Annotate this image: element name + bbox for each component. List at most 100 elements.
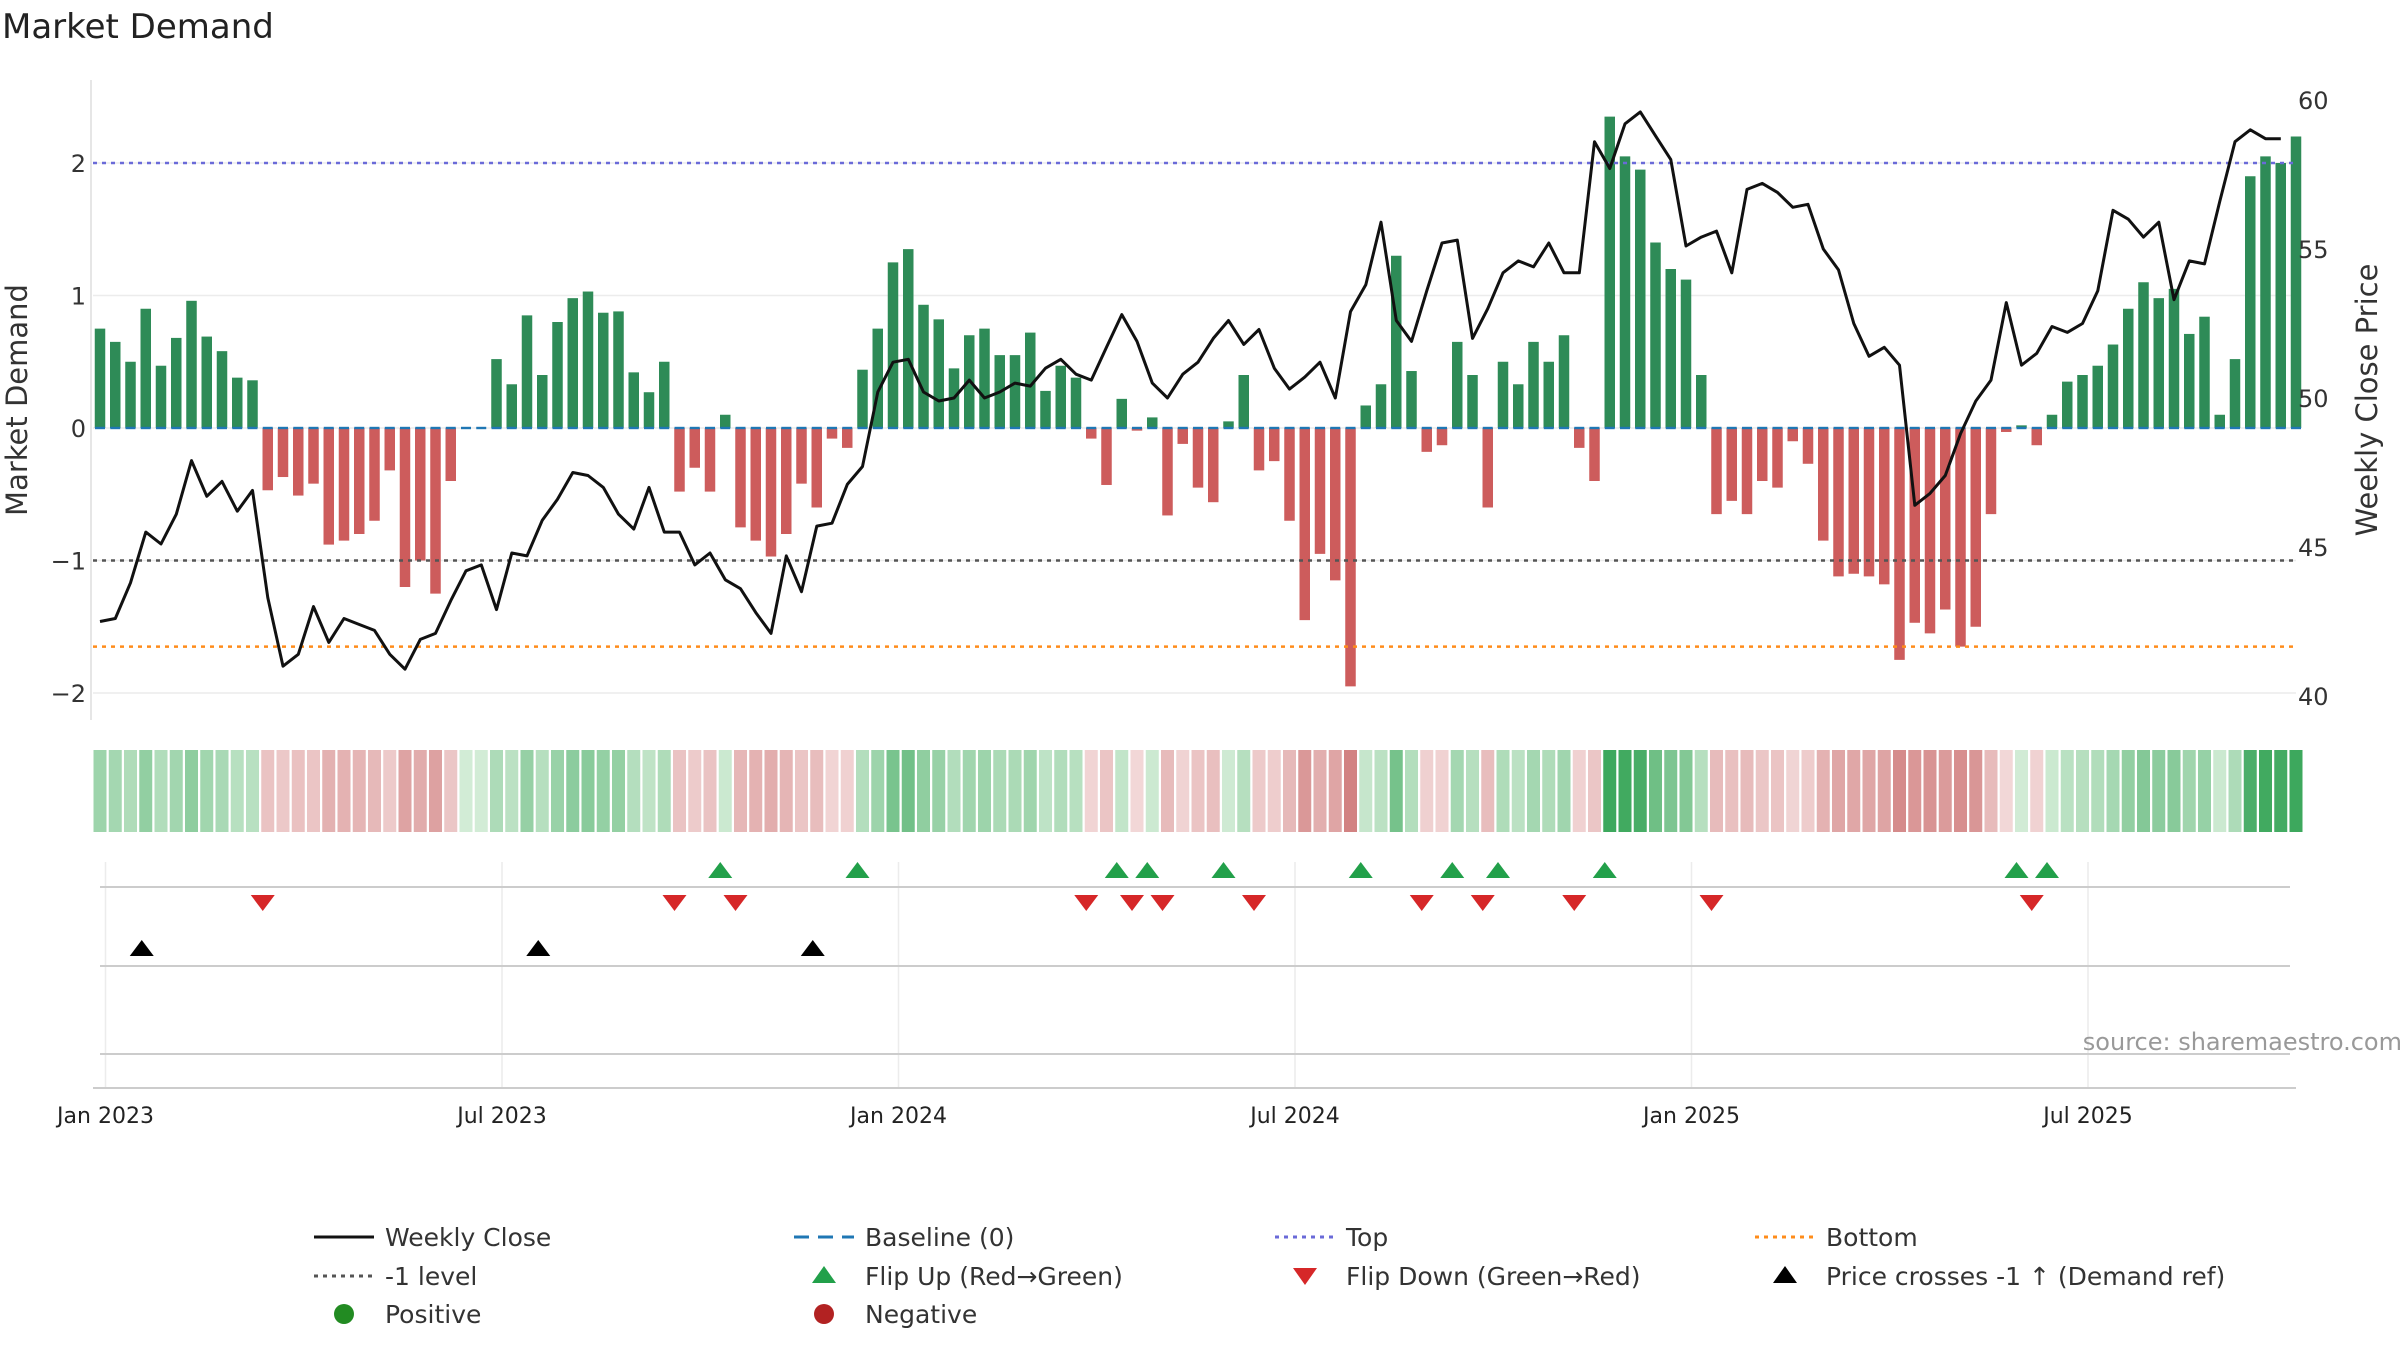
heat-cell-119 [1908, 750, 1922, 832]
y2-axis-ticks: 60 55 50 45 40 [2298, 87, 2329, 711]
demand-bar-31 [567, 298, 578, 428]
demand-bar-106 [1711, 428, 1722, 515]
demand-bar-68 [1131, 428, 1143, 431]
x-tick-5: Jul 2025 [2041, 1104, 2133, 1129]
flip-up-marker-8 [1592, 862, 1617, 878]
heat-cell-31 [566, 750, 580, 832]
y2-tick-0: 60 [2298, 87, 2329, 115]
heat-cell-135 [2152, 750, 2166, 832]
heat-cell-0 [93, 750, 107, 832]
heat-cell-91 [1481, 750, 1495, 832]
heat-cell-34 [612, 750, 625, 832]
demand-bar-144 [2290, 136, 2302, 428]
heat-cell-95 [1542, 750, 1556, 832]
heat-cell-55 [932, 750, 946, 832]
heat-cell-90 [1466, 750, 1479, 832]
heat-cell-112 [1801, 750, 1815, 832]
heat-cell-143 [2274, 750, 2288, 832]
demand-bar-62 [1040, 390, 1051, 428]
demand-bar-22 [430, 428, 441, 594]
demand-bar-32 [582, 291, 594, 428]
heat-cell-144 [2289, 750, 2303, 832]
demand-bar-80 [1314, 428, 1326, 554]
demand-bar-81 [1330, 428, 1341, 581]
heat-cell-23 [444, 750, 458, 832]
demand-bar-54 [918, 304, 929, 428]
heat-cell-12 [276, 750, 290, 832]
x-tick-1: Jul 2023 [455, 1104, 547, 1129]
weekly-close-line [99, 110, 2281, 671]
y2-tick-4: 40 [2298, 683, 2329, 711]
heat-cell-117 [1877, 750, 1891, 832]
heat-cell-59 [993, 750, 1007, 832]
demand-bar-135 [2153, 298, 2164, 428]
demand-bar-122 [1955, 428, 1966, 647]
demand-bar-40 [704, 428, 716, 492]
heat-cell-6 [185, 750, 198, 832]
demand-bar-66 [1101, 428, 1112, 485]
demand-bar-45 [781, 428, 792, 534]
demand-bar-76 [1253, 428, 1265, 471]
flip-down-marker-6 [1242, 895, 1266, 911]
flip-down-marker-8 [1470, 895, 1495, 911]
legend-minus-one: -1 level [314, 1262, 477, 1291]
demand-bar-140 [2229, 359, 2241, 428]
demand-bar-10 [247, 380, 258, 428]
demand-bar-88 [1436, 428, 1448, 446]
demand-bar-104 [1680, 279, 1692, 428]
heat-cell-124 [1984, 750, 1998, 832]
heat-cell-10 [246, 750, 259, 832]
demand-bar-43 [750, 428, 761, 541]
heat-cell-52 [886, 750, 900, 832]
demand-bar-108 [1741, 428, 1753, 515]
price-cross-marker-2 [800, 940, 825, 956]
heat-cell-57 [962, 750, 976, 832]
flip-up-marker-0 [708, 862, 733, 878]
demand-bar-4 [155, 365, 167, 428]
heat-cell-72 [1191, 750, 1205, 832]
demand-bar-79 [1299, 428, 1310, 621]
demand-bar-39 [689, 428, 700, 468]
demand-bar-112 [1802, 428, 1814, 464]
heat-cell-107 [1725, 750, 1739, 832]
y-tick-2: 0 [71, 415, 86, 443]
heat-cell-137 [2182, 750, 2196, 832]
demand-bar-46 [796, 428, 807, 484]
demand-bar-28 [521, 315, 533, 428]
y-axis-label: Market Demand [0, 284, 34, 516]
flip-down-marker-3 [1074, 895, 1099, 911]
demand-bar-27 [506, 384, 517, 428]
y2-tick-3: 45 [2298, 534, 2329, 562]
flip-up-marker-10 [2035, 862, 2059, 878]
svg-text:Flip Up (Red→Green): Flip Up (Red→Green) [865, 1262, 1123, 1291]
heat-cell-15 [322, 750, 336, 832]
y-tick-4: −2 [51, 680, 86, 708]
heat-cell-60 [1008, 750, 1022, 832]
heat-cell-79 [1298, 750, 1312, 832]
heat-cell-24 [459, 750, 473, 832]
demand-bar-109 [1757, 428, 1768, 481]
heat-cell-67 [1115, 750, 1129, 832]
demand-bar-96 [1558, 335, 1570, 428]
heat-cell-141 [2243, 750, 2257, 832]
heat-cell-82 [1344, 750, 1357, 832]
heat-cell-102 [1649, 750, 1662, 832]
y-tick-3: −1 [51, 548, 86, 576]
heat-cell-70 [1161, 750, 1174, 832]
heat-cell-120 [1923, 750, 1937, 832]
heat-cell-85 [1389, 750, 1403, 832]
svg-text:Flip Down (Green→Red): Flip Down (Green→Red) [1346, 1262, 1641, 1291]
heat-cell-48 [825, 750, 839, 832]
demand-bar-58 [979, 328, 990, 428]
demand-bar-26 [491, 359, 502, 428]
heat-cell-81 [1328, 750, 1342, 832]
reference-lines [93, 161, 2301, 648]
x-tick-4: Jan 2025 [1641, 1104, 1740, 1129]
demand-bar-124 [1985, 428, 1997, 515]
demand-bar-13 [293, 428, 304, 496]
heat-cell-65 [1084, 750, 1098, 832]
demand-bar-49 [842, 428, 853, 448]
x-axis-ticks: Jan 2023 Jul 2023 Jan 2024 Jul 2024 Jan 2025… [55, 1104, 2133, 1129]
demand-bar-103 [1665, 269, 1676, 428]
heat-cell-35 [627, 750, 641, 832]
